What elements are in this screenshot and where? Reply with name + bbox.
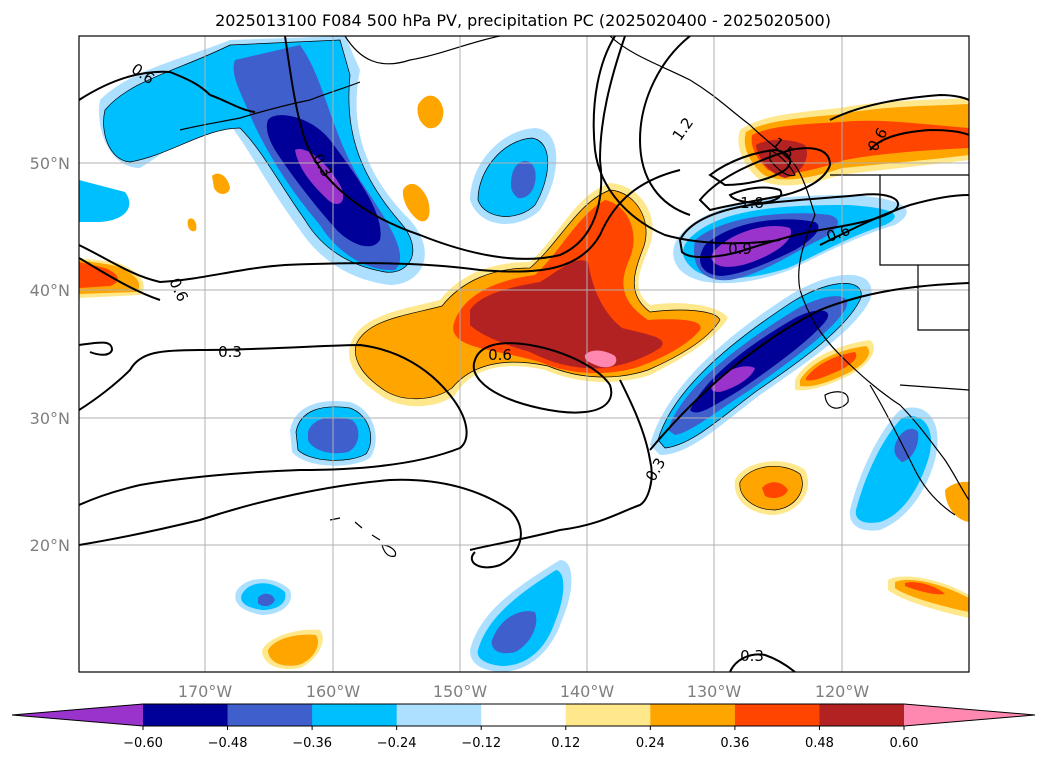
contour-0.6-upper <box>209 94 256 113</box>
contour-0.6-east <box>819 194 969 246</box>
contour-0.3-center <box>469 379 653 551</box>
contour-label: 0.6 <box>488 346 512 364</box>
aleutian-islands <box>179 81 361 131</box>
colorbar-tick-label: −0.48 <box>208 736 248 751</box>
pv-anomaly-band-pink <box>584 350 617 368</box>
lat-label: 30°N <box>30 409 70 428</box>
lon-label: 140°W <box>560 682 615 701</box>
hawaii-islands <box>329 517 397 557</box>
gridlines <box>79 36 969 672</box>
contour-0.6-ne-2 <box>869 128 969 151</box>
contour-0.3-west <box>79 341 114 356</box>
pv-anomaly-warm-blob-5-r <box>762 482 788 498</box>
pv-anomaly-baja-royal <box>894 428 919 462</box>
pc-contours <box>79 36 969 672</box>
colorbar-segment <box>734 704 820 726</box>
colorbar-tick-label: −0.36 <box>292 736 332 751</box>
pv-anomaly-warm-blob-9 <box>945 481 969 522</box>
contour-label: 0.9 <box>728 240 752 258</box>
colorbar-tick-label: −0.24 <box>377 736 417 751</box>
colorbar-tick-label: 0.48 <box>805 736 834 751</box>
map-title: 2025013100 F084 500 hPa PV, precipitatio… <box>215 11 831 30</box>
lat-label: 40°N <box>30 281 70 300</box>
pv-anomaly-warm-blob-4 <box>187 218 197 232</box>
contour-0.3-bottom <box>729 653 796 672</box>
contour-0.6-west <box>79 70 211 101</box>
pv-anomaly-west-edge <box>79 180 130 222</box>
contour-label: 1.8 <box>740 194 764 212</box>
contour-1.2 <box>698 147 832 212</box>
colorbar-extend-high <box>904 704 1035 726</box>
contour-0.3-east <box>649 282 969 451</box>
pv-anomaly-warm-blob-1 <box>417 95 444 129</box>
us-mexico-border <box>899 384 969 391</box>
pv-anomaly-band-darkred <box>470 260 663 369</box>
contour-label: 0.3 <box>740 647 764 665</box>
contour-0.6-mid <box>472 342 613 414</box>
colorbar-tick-label: −0.60 <box>123 736 163 751</box>
lon-label: 130°W <box>687 682 742 701</box>
pv-anomaly-west-warm-red <box>79 262 118 288</box>
baja-coast <box>869 384 956 516</box>
colorbar-segment <box>565 704 651 726</box>
colorbar-segment <box>481 704 567 726</box>
contour-1.5 <box>708 148 792 187</box>
pv-anomaly-small-royal <box>258 593 275 607</box>
colorbar-segment <box>396 704 482 726</box>
pv-anomaly-warm-blob-7o <box>268 634 318 666</box>
lon-label: 170°W <box>178 682 233 701</box>
contour-0.3-south <box>79 478 522 569</box>
pv-anomaly-trough-purple <box>711 226 791 267</box>
contour-outer-trough-1 <box>592 36 781 245</box>
pv-anomaly-warm-blob-2 <box>402 183 430 222</box>
lon-label: 160°W <box>306 682 361 701</box>
colorbar-tick-label: 0.36 <box>720 736 749 751</box>
latitude-labels: 50°N 40°N 30°N 20°N <box>30 154 70 555</box>
lon-label: 150°W <box>433 682 488 701</box>
contour-0.3-long <box>79 343 468 506</box>
colorbar-segment <box>143 704 229 726</box>
contour-1.8 <box>728 186 783 205</box>
contour-outer-trough-2 <box>638 36 691 216</box>
contour-0.6-left2 <box>79 257 161 301</box>
positive-pv-anomalies <box>79 95 969 670</box>
colorbar-segment <box>819 704 905 726</box>
contour-label: 0.3 <box>218 343 242 361</box>
bc-coast <box>794 164 816 216</box>
colorbar-tick-label: 0.24 <box>636 736 665 751</box>
us-west-coast <box>798 214 969 501</box>
pv-anomaly-warm-blob-8r <box>905 582 945 595</box>
us-state-border-1 <box>879 175 969 266</box>
colorbar-extend-low <box>12 704 143 726</box>
coastlines <box>179 36 969 557</box>
pv-anomaly-mid-royal <box>510 160 536 199</box>
pv-anomaly-ne-redorange <box>751 120 969 174</box>
lon-label: 120°W <box>815 682 870 701</box>
colorbar-segment <box>650 704 736 726</box>
alaska-southeast-coast <box>609 36 796 166</box>
contour-0.6-ne <box>829 93 969 121</box>
colorbar: −0.60 −0.48 −0.36 −0.24 −0.12 0.12 0.24 0.36 0.4… <box>11 703 1036 751</box>
colorbar-tick-label: −0.12 <box>461 736 501 751</box>
map-area: 0.6 0.6 0.3 0.3 0.6 0.3 0.3 0.9 1.8 1.5 … <box>79 36 969 672</box>
map-frame <box>78 35 970 673</box>
colorbar-tick-label: 0.12 <box>551 736 580 751</box>
colorbar-segment <box>227 704 313 726</box>
lat-label: 50°N <box>30 154 70 173</box>
colorbar-segment <box>312 704 398 726</box>
negative-pv-anomalies <box>79 36 938 672</box>
colorbar-tick-label: 0.60 <box>890 736 919 751</box>
pv-anomaly-south-royal <box>491 611 537 654</box>
alaska-coast <box>344 36 501 65</box>
channel-island <box>824 391 849 409</box>
pv-anomaly-sw-ne-purple <box>711 366 755 392</box>
longitude-labels: 170°W 160°W 150°W 140°W 130°W 120°W <box>178 682 870 701</box>
lat-label: 20°N <box>30 536 70 555</box>
vancouver-island <box>769 149 796 177</box>
pv-anomaly-warm-blob-3 <box>212 173 230 194</box>
contour-0.3-trough <box>284 36 626 260</box>
contour-mid-lat <box>79 169 681 284</box>
